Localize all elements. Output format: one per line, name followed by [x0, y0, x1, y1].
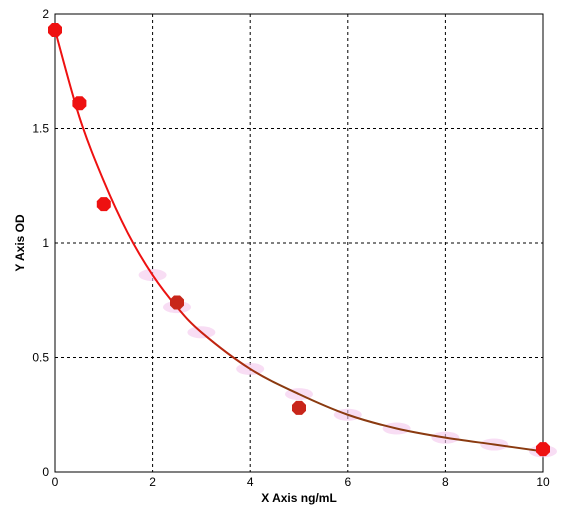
data-point — [170, 295, 184, 310]
x-tick-label: 0 — [52, 475, 59, 489]
y-tick-label: 0.5 — [32, 351, 49, 365]
y-tick-label: 2 — [42, 7, 49, 21]
x-tick-label: 8 — [442, 475, 449, 489]
y-tick-label: 1.5 — [32, 122, 49, 136]
grid-lines — [55, 14, 543, 472]
y-axis-title: Y Axis OD — [13, 214, 27, 272]
fit-curve — [54, 29, 544, 453]
y-tick-label: 0 — [42, 465, 49, 479]
data-point — [96, 197, 111, 212]
x-tick-label: 6 — [344, 475, 351, 489]
data-points — [48, 23, 550, 457]
x-tick-label: 2 — [149, 475, 156, 489]
x-tick-label: 4 — [247, 475, 254, 489]
x-axis-title: X Axis ng/mL — [261, 491, 337, 505]
data-point — [48, 23, 62, 37]
x-tick-label: 10 — [536, 475, 550, 489]
plot-frame — [54, 13, 544, 473]
y-tick-label: 1 — [42, 236, 49, 250]
data-point — [292, 400, 306, 415]
data-point — [72, 96, 87, 111]
data-point — [536, 442, 550, 457]
